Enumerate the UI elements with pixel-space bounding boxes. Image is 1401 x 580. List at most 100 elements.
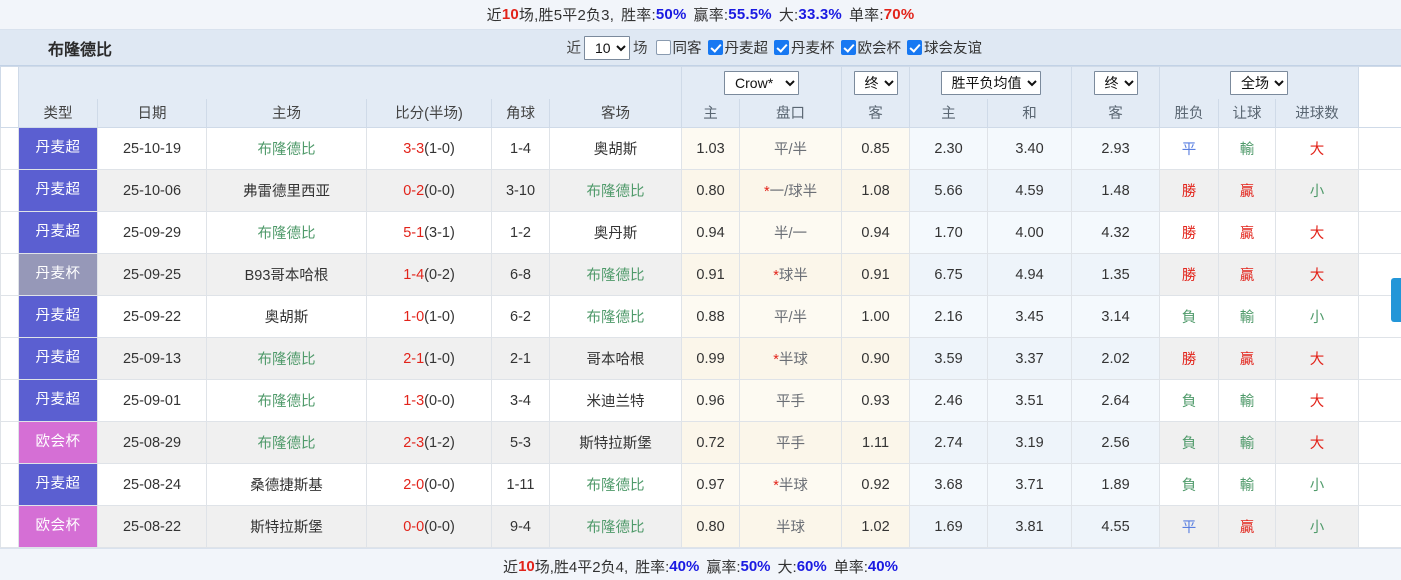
home-team[interactable]: 布隆德比 <box>206 337 367 380</box>
away-team[interactable]: 斯特拉斯堡 <box>548 421 683 464</box>
home-team[interactable]: 桑德捷斯基 <box>206 463 367 506</box>
handicap-phase-select[interactable]: 初终 <box>853 70 898 95</box>
table-row[interactable]: 丹麦超 25-08-24 桑德捷斯基 2-0(0-0) 1-11 布隆德比 0.97 *半球 0… <box>0 463 1401 506</box>
col-header-date[interactable]: 日期 <box>97 98 207 128</box>
league-checkbox-0[interactable] <box>707 40 723 55</box>
league-checkbox-3[interactable] <box>907 40 922 55</box>
col-header-result-hc[interactable]: 让球 <box>1218 98 1277 128</box>
away-team[interactable]: 布隆德比 <box>548 295 683 338</box>
home-team[interactable]: 弗雷德里西亚 <box>206 169 367 212</box>
table-row[interactable]: 欧会杯 25-08-29 布隆德比 2-3(1-2) 5-3 斯特拉斯堡 0.72 平手 1.1… <box>0 421 1401 464</box>
col-header-odds-away[interactable]: 客 <box>1071 98 1161 128</box>
home-team[interactable]: 布隆德比 <box>206 211 367 254</box>
match-type-badge[interactable]: 丹麦超 <box>18 337 98 380</box>
match-type-badge[interactable]: 丹麦杯 <box>18 253 98 296</box>
match-score[interactable]: 1-4(0-2) <box>366 253 492 296</box>
handicap-home-odds: 0.80 <box>681 505 741 548</box>
col-header-result-wl[interactable]: 胜负 <box>1159 98 1220 128</box>
col-header-result-goals[interactable]: 进球数 <box>1275 98 1360 128</box>
match-type-badge[interactable]: 丹麦超 <box>18 295 98 338</box>
home-team[interactable]: 奥胡斯 <box>206 295 367 338</box>
table-row[interactable]: 丹麦超 25-09-29 布隆德比 5-1(3-1) 1-2 奥丹斯 0.94 半/一 0.94… <box>0 211 1401 254</box>
match-type-badge[interactable]: 丹麦超 <box>18 169 98 212</box>
top-summary-profitrate-value: 55.5% <box>728 6 772 23</box>
col-header-odds-draw[interactable]: 和 <box>987 98 1073 128</box>
match-score[interactable]: 0-0(0-0) <box>366 505 492 548</box>
col-header-hc-line[interactable]: 盘口 <box>739 98 843 128</box>
table-row[interactable]: 丹麦超 25-10-06 弗雷德里西亚 0-2(0-0) 3-10 布隆德比 0.80 *一/… <box>0 169 1401 212</box>
result-handicap: 贏 <box>1218 337 1277 380</box>
result-goals-text: 小 <box>1309 310 1325 326</box>
away-team[interactable]: 布隆德比 <box>548 169 683 212</box>
handicap-star-icon: * <box>763 184 770 200</box>
same-venue-label: 同客 <box>672 41 702 57</box>
match-type-badge[interactable]: 丹麦超 <box>18 127 98 170</box>
match-type-badge[interactable]: 丹麦超 <box>18 211 98 254</box>
handicap-line: *半球 <box>739 337 843 380</box>
col-header-hc-away[interactable]: 客 <box>841 98 911 128</box>
away-team[interactable]: 布隆德比 <box>548 505 683 548</box>
col-header-odds-home[interactable]: 主 <box>909 98 989 128</box>
match-score[interactable]: 2-1(1-0) <box>366 337 492 380</box>
away-team[interactable]: 奥丹斯 <box>548 211 683 254</box>
home-team[interactable]: B93哥本哈根 <box>206 253 367 296</box>
league-checkbox-1[interactable] <box>774 40 789 55</box>
match-count-select[interactable]: 610203050 <box>584 35 630 60</box>
col-header-hc-home[interactable]: 主 <box>681 98 741 128</box>
home-team[interactable]: 布隆德比 <box>206 379 367 422</box>
match-type-badge[interactable]: 丹麦超 <box>18 463 98 506</box>
away-team[interactable]: 米迪兰特 <box>548 379 683 422</box>
col-header-type[interactable]: 类型 <box>18 98 98 128</box>
table-row[interactable]: 丹麦杯 25-09-25 B93哥本哈根 1-4(0-2) 6-8 布隆德比 0.91 *球半… <box>0 253 1401 296</box>
home-team-name: 布隆德比 <box>257 142 316 158</box>
league-checkbox-label-0: 丹麦超 <box>724 41 769 57</box>
home-team[interactable]: 布隆德比 <box>206 421 367 464</box>
table-row[interactable]: 欧会杯 25-08-22 斯特拉斯堡 0-0(0-0) 9-4 布隆德比 0.80 半球 1.0… <box>0 505 1401 548</box>
handicap-line-text: 半球 <box>778 352 808 368</box>
same-venue-checkbox[interactable] <box>655 40 671 55</box>
odds-type-select[interactable]: 胜平负均值Bet365威廉希尔澳门 <box>940 70 1041 95</box>
match-type-badge[interactable]: 丹麦超 <box>18 379 98 422</box>
col-header-home[interactable]: 主场 <box>206 98 367 128</box>
odds-draw: 3.40 <box>987 127 1073 170</box>
row-edge-left <box>0 253 19 296</box>
corner-kicks: 3-10 <box>491 169 550 212</box>
bookmaker-select[interactable]: Crow*Bet365澳彩易胜博 <box>724 70 800 95</box>
col-header-score[interactable]: 比分(半场) <box>366 98 492 128</box>
match-type-badge[interactable]: 欧会杯 <box>18 421 98 464</box>
odds-away: 1.89 <box>1071 463 1161 506</box>
match-score[interactable]: 2-3(1-2) <box>366 421 492 464</box>
col-header-corner[interactable]: 角球 <box>491 98 550 128</box>
odds-type-select-cell: 胜平负均值Bet365威廉希尔澳门 <box>909 66 1073 99</box>
side-drawer-tab[interactable] <box>1391 278 1401 322</box>
result-goals: 大 <box>1275 421 1360 464</box>
match-score[interactable]: 1-0(1-0) <box>366 295 492 338</box>
match-score[interactable]: 5-1(3-1) <box>366 211 492 254</box>
row-edge-right <box>1358 211 1401 254</box>
bottom-summary-profitrate-value: 50% <box>740 557 771 575</box>
table-row[interactable]: 丹麦超 25-09-22 奥胡斯 1-0(1-0) 6-2 布隆德比 0.88 平/半 1.00… <box>0 295 1401 338</box>
match-type-badge[interactable]: 欧会杯 <box>18 505 98 548</box>
league-checkbox-2[interactable] <box>840 40 856 55</box>
half-time-score: (0-0) <box>424 518 455 535</box>
home-team[interactable]: 布隆德比 <box>206 127 367 170</box>
match-score[interactable]: 3-3(1-0) <box>366 127 492 170</box>
match-score[interactable]: 0-2(0-0) <box>366 169 492 212</box>
result-goals-text: 大 <box>1309 394 1325 410</box>
table-row[interactable]: 丹麦超 25-10-19 布隆德比 3-3(1-0) 1-4 奥胡斯 1.03 平/半 0.85… <box>0 127 1401 170</box>
table-row[interactable]: 丹麦超 25-09-13 布隆德比 2-1(1-0) 2-1 哥本哈根 0.99 *半球 0.9… <box>0 337 1401 380</box>
away-team[interactable]: 哥本哈根 <box>548 337 683 380</box>
match-score[interactable]: 2-0(0-0) <box>366 463 492 506</box>
odds-home: 3.68 <box>909 463 989 506</box>
scope-select[interactable]: 全场半场 <box>1230 70 1289 95</box>
col-header-away[interactable]: 客场 <box>548 98 683 128</box>
table-row[interactable]: 丹麦超 25-09-01 布隆德比 1-3(0-0) 3-4 米迪兰特 0.96 平手 0.93… <box>0 379 1401 422</box>
half-time-score: (1-2) <box>424 434 455 451</box>
away-team[interactable]: 奥胡斯 <box>548 127 683 170</box>
away-team[interactable]: 布隆德比 <box>548 463 683 506</box>
away-team[interactable]: 布隆德比 <box>548 253 683 296</box>
home-team[interactable]: 斯特拉斯堡 <box>206 505 367 548</box>
odds-phase-select[interactable]: 初终 <box>1093 70 1138 95</box>
match-score[interactable]: 1-3(0-0) <box>366 379 492 422</box>
